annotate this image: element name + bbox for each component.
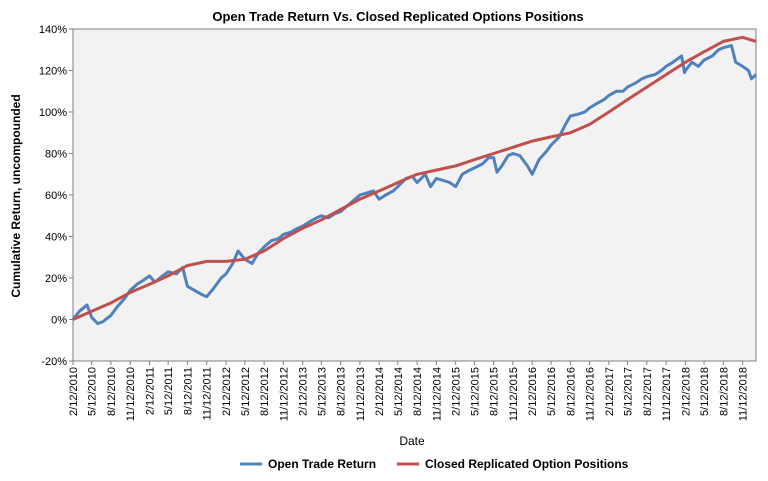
x-tick-label: 5/12/2016 <box>546 367 558 416</box>
x-axis-label: Date <box>399 434 425 448</box>
x-tick-label: 5/12/2014 <box>393 367 405 416</box>
y-axis: -20% 0% 20% 40% 60% 80% 100% 120% 140% <box>39 24 73 368</box>
x-tick-label: 5/12/2015 <box>469 367 481 416</box>
x-tick-label: 11/12/2011 <box>202 367 214 420</box>
legend-label-open-trade: Open Trade Return <box>268 457 376 471</box>
x-tick-label: 8/12/2018 <box>718 367 730 416</box>
y-tick-label: 60% <box>45 190 67 202</box>
x-tick-label: 11/12/2015 <box>508 367 520 421</box>
x-tick-label: 2/12/2015 <box>451 367 463 416</box>
x-tick-label: 8/12/2017 <box>642 367 654 416</box>
y-tick-label: 80% <box>45 149 67 161</box>
x-tick-label: 8/12/2011 <box>182 367 194 415</box>
x-tick-label: 11/12/2018 <box>738 367 750 421</box>
x-tick-label: 11/12/2016 <box>585 367 597 421</box>
x-tick-label: 8/12/2012 <box>259 367 271 416</box>
x-tick-label: 5/12/2018 <box>699 367 711 416</box>
x-tick-label: 5/12/2010 <box>87 367 99 416</box>
legend: Open Trade Return Closed Replicated Opti… <box>240 457 629 471</box>
y-tick-label: 120% <box>39 66 67 78</box>
x-tick-label: 2/12/2016 <box>527 367 539 416</box>
x-tick-label: 2/12/2010 <box>68 367 80 416</box>
y-tick-label: 140% <box>39 24 67 36</box>
x-tick-label: 8/12/2014 <box>412 367 424 416</box>
x-tick-label: 5/12/2011 <box>163 367 175 415</box>
y-tick-label: 100% <box>39 107 67 119</box>
y-tick-label: 20% <box>45 273 67 285</box>
y-tick-label: -20% <box>41 356 67 368</box>
x-axis: 2/12/2010 5/12/2010 8/12/2010 11/12/2010 2/1… <box>68 361 750 421</box>
x-tick-label: 11/12/2010 <box>125 367 137 421</box>
chart-title: Open Trade Return Vs. Closed Replicated … <box>212 9 583 24</box>
x-tick-label: 8/12/2015 <box>489 367 501 416</box>
y-axis-label: Cumulative Return, uncompounded <box>9 94 23 297</box>
legend-label-closed-replicated: Closed Replicated Option Positions <box>425 457 629 471</box>
x-tick-label: 5/12/2012 <box>240 367 252 416</box>
x-tick-label: 11/12/2017 <box>661 367 673 421</box>
y-tick-label: 0% <box>51 315 67 327</box>
series-group <box>71 35 758 326</box>
x-tick-label: 2/12/2014 <box>374 367 386 416</box>
x-tick-label: 8/12/2016 <box>565 367 577 416</box>
x-tick-label: 5/12/2013 <box>316 367 328 416</box>
x-tick-label: 8/12/2010 <box>106 367 118 416</box>
y-tick-label: 40% <box>45 232 67 244</box>
plot-area <box>72 28 757 362</box>
x-tick-label: 2/12/2012 <box>221 367 233 416</box>
x-tick-label: 2/12/2018 <box>680 367 692 416</box>
x-tick-label: 11/12/2013 <box>355 367 367 421</box>
x-tick-label: 11/12/2014 <box>431 367 443 421</box>
x-tick-label: 11/12/2012 <box>278 367 290 421</box>
x-tick-label: 5/12/2017 <box>623 367 635 416</box>
series-line-closed-replicated-option-positions <box>72 35 757 321</box>
x-tick-label: 2/12/2011 <box>144 367 156 415</box>
series-line-open-trade-return <box>71 44 758 326</box>
x-tick-label: 8/12/2013 <box>336 367 348 416</box>
x-tick-label: 2/12/2013 <box>298 367 310 416</box>
x-tick-label: 2/12/2017 <box>604 367 616 416</box>
